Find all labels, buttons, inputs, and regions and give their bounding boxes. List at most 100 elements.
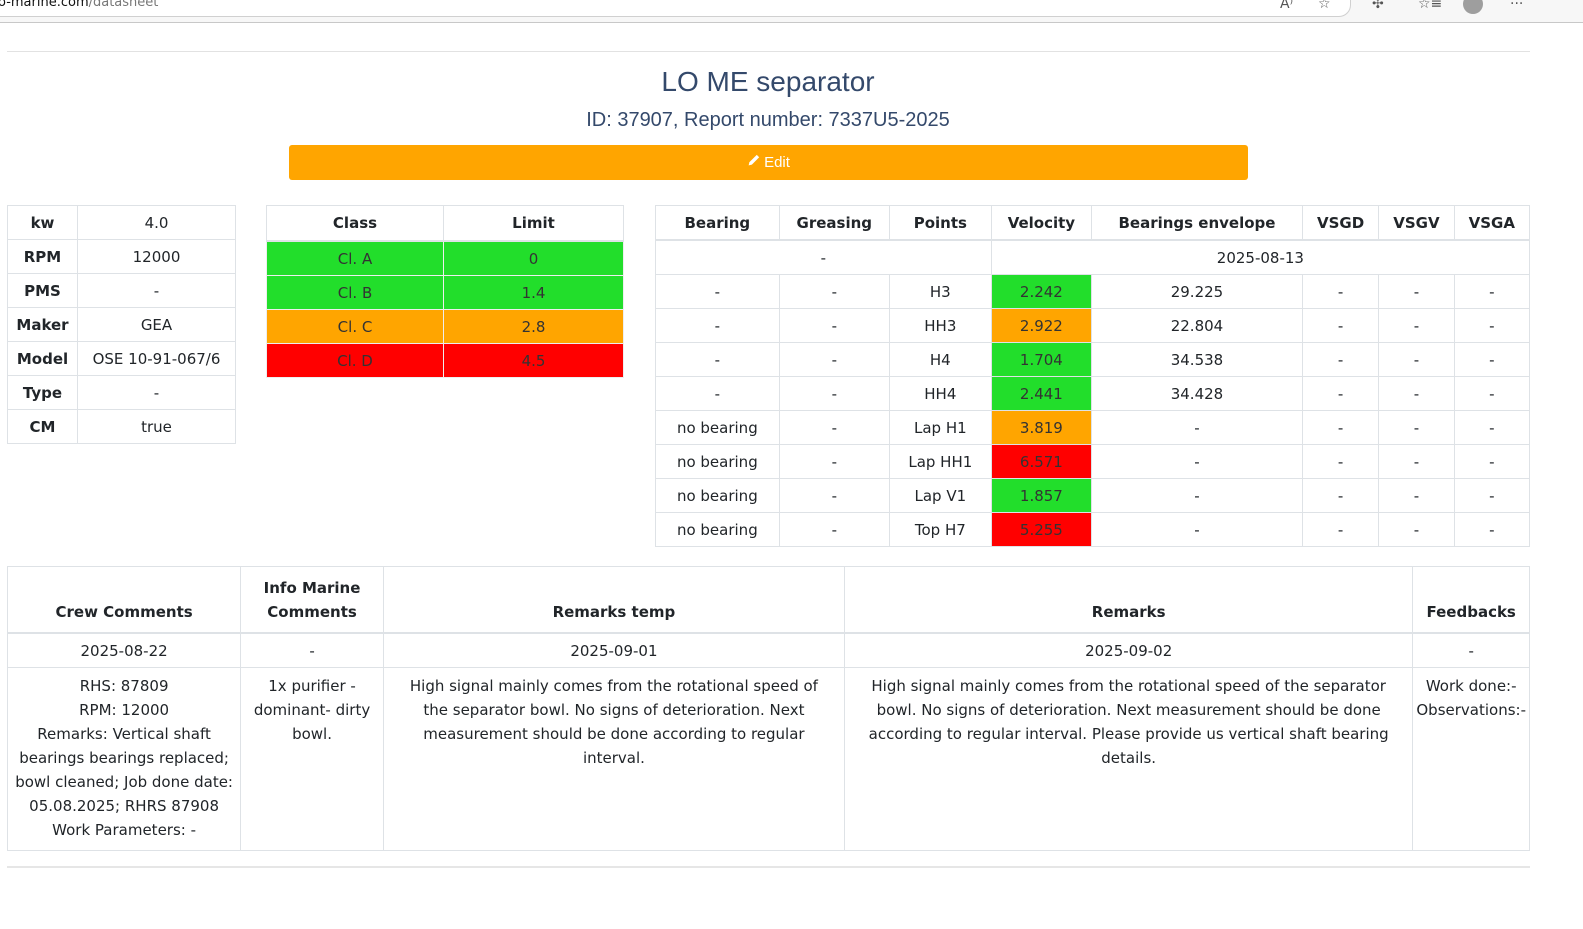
spec-table: kw 4.0 RPM 12000 PMS - Maker GEA Model OSE 10-91-… [7, 205, 236, 444]
spec-row: RPM 12000 [7, 239, 236, 274]
cell-envelope: 34.538 [1091, 342, 1303, 377]
cell-velocity: 2.441 [990, 376, 1093, 411]
cell-vsgv: - [1378, 274, 1455, 309]
cell-envelope: - [1091, 410, 1303, 445]
greasing-header: Greasing [778, 205, 890, 241]
cell-envelope: 34.428 [1091, 376, 1303, 411]
cell-bearing: no bearing [655, 444, 780, 479]
class-name: Cl. A [266, 240, 444, 276]
spec-value: OSE 10-91-067/6 [77, 341, 236, 376]
spec-value: 12000 [77, 239, 236, 274]
url-path: /datasheet [88, 0, 159, 10]
cell-greasing: - [778, 376, 890, 411]
info-header-line1: Info Marine [263, 579, 361, 597]
info-header-line2: Comments [267, 603, 357, 621]
favorite-star-icon[interactable]: ☆ [1318, 0, 1331, 12]
measurement-row: no bearing - Lap H1 3.819- - - - [655, 410, 1531, 445]
cell-vsga: - [1453, 478, 1531, 513]
cell-vsga: - [1453, 308, 1531, 343]
measurement-row: - - H4 1.704 34.538- - - [655, 342, 1531, 377]
cell-velocity: 1.857 [990, 478, 1093, 513]
remarks-temp-header: Remarks temp [382, 566, 845, 634]
class-row: Cl. B 1.4 [266, 275, 624, 310]
class-row: Cl. D 4.5 [266, 343, 624, 378]
spec-key: Type [7, 375, 78, 410]
spec-key: Model [7, 341, 78, 376]
feedbacks-text: Work done:- Observations:- [1412, 667, 1530, 851]
cell-vsga: - [1453, 274, 1531, 309]
class-limit: 2.8 [443, 309, 624, 344]
cell-point: Lap H1 [888, 410, 992, 445]
cell-velocity: 6.571 [990, 444, 1093, 479]
cell-envelope: 22.804 [1091, 308, 1303, 343]
vsga-header: VSGA [1453, 205, 1531, 241]
address-url[interactable]: o-marine.com/datasheet [0, 0, 158, 10]
cell-point: HH3 [888, 308, 992, 343]
cell-point: HH4 [888, 376, 992, 411]
limit-header: Limit [443, 205, 624, 242]
measurement-row: - - HH4 2.441 34.428- - - [655, 376, 1531, 411]
remarks-temp-text: High signal mainly comes from the rotati… [382, 667, 845, 851]
url-host: o-marine.com [0, 0, 89, 10]
cell-point: H4 [888, 342, 992, 377]
class-limit: 4.5 [443, 343, 624, 378]
spec-row: PMS - [7, 273, 236, 308]
group-date: 2025-08-13 [990, 239, 1531, 275]
comments-date-row: 2025-08-22 - 2025-09-01 2025-09-02 - [6, 632, 1530, 668]
measurement-row: - - HH3 2.922 22.804- - - [655, 308, 1531, 343]
cell-point: Lap HH1 [888, 444, 992, 479]
cell-vsgd: - [1301, 478, 1380, 513]
cell-greasing: - [778, 512, 890, 547]
favorites-list-icon[interactable]: ☆≡ [1418, 0, 1443, 12]
velocity-header: Velocity [990, 205, 1093, 241]
spec-key: kw [7, 205, 78, 240]
profile-avatar-icon[interactable] [1463, 0, 1483, 14]
cell-velocity: 1.704 [990, 342, 1093, 377]
cell-greasing: - [778, 478, 890, 513]
feedbacks-header: Feedbacks [1412, 566, 1530, 634]
spec-value: 4.0 [77, 205, 236, 240]
address-bar[interactable]: o-marine.com/datasheet A⁾ ☆ [0, 0, 1351, 17]
cell-vsgd: - [1301, 444, 1380, 479]
cell-vsga: - [1453, 444, 1531, 479]
spec-value: GEA [77, 307, 236, 342]
cell-velocity: 2.922 [990, 308, 1093, 343]
cell-point: Top H7 [888, 512, 992, 547]
feedback-line: Observations:- [1416, 701, 1526, 719]
extensions-icon[interactable]: ✣ [1372, 0, 1384, 12]
cell-vsga: - [1453, 410, 1531, 445]
pencil-icon [747, 154, 760, 171]
read-aloud-icon[interactable]: A⁾ [1280, 0, 1294, 12]
edit-button[interactable]: Edit [289, 145, 1248, 180]
class-name: Cl. B [266, 275, 444, 310]
class-limit: 0 [443, 240, 624, 276]
cell-vsgv: - [1378, 444, 1455, 479]
bearing-header: Bearing [655, 205, 780, 241]
spec-row: Maker GEA [7, 307, 236, 342]
vsgd-header: VSGD [1301, 205, 1380, 241]
comments-body-row: RHS: 87809 RPM: 12000 Remarks: Vertical … [6, 667, 1530, 851]
cell-bearing: - [655, 342, 780, 377]
cell-velocity: 5.255 [990, 512, 1093, 547]
group-row: - 2025-08-13 [655, 239, 1531, 275]
spec-row: CM true [7, 409, 236, 444]
group-left: - [655, 239, 992, 275]
measurement-row: no bearing - Lap V1 1.857- - - - [655, 478, 1531, 513]
cell-vsgv: - [1378, 478, 1455, 513]
crew-line: Work Parameters: - [52, 821, 197, 839]
cell-bearing: - [655, 308, 780, 343]
cell-bearing: no bearing [655, 478, 780, 513]
cell-vsgv: - [1378, 376, 1455, 411]
more-options-icon[interactable]: ··· [1510, 0, 1524, 12]
cell-envelope: - [1091, 512, 1303, 547]
cell-vsgd: - [1301, 308, 1380, 343]
comments-table: Crew Comments Info Marine Comments Remark… [6, 566, 1530, 851]
info-marine-comments-header: Info Marine Comments [240, 566, 384, 634]
class-name: Cl. D [266, 343, 444, 378]
spec-key: Maker [7, 307, 78, 342]
cell-vsgd: - [1301, 376, 1380, 411]
edit-label: Edit [764, 154, 790, 171]
spec-value: true [77, 409, 236, 444]
measurement-row: no bearing - Top H7 5.255- - - - [655, 512, 1531, 547]
